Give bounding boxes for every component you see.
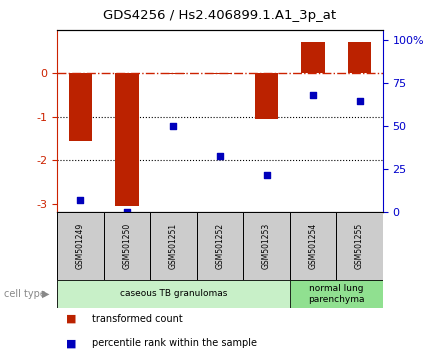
Text: transformed count: transformed count <box>92 314 183 324</box>
Bar <box>115 74 139 206</box>
Bar <box>104 212 150 280</box>
Text: GSM501255: GSM501255 <box>355 223 364 269</box>
Bar <box>255 74 278 119</box>
Bar <box>290 280 383 308</box>
Text: ■: ■ <box>66 314 77 324</box>
Bar <box>243 212 290 280</box>
Bar <box>197 212 243 280</box>
Point <box>170 124 177 129</box>
Bar <box>336 212 383 280</box>
Text: GSM501252: GSM501252 <box>216 223 224 269</box>
Text: GSM501250: GSM501250 <box>122 223 132 269</box>
Point <box>356 98 363 103</box>
Text: cell type: cell type <box>4 289 46 299</box>
Text: GSM501249: GSM501249 <box>76 223 85 269</box>
Text: GSM501253: GSM501253 <box>262 223 271 269</box>
Bar <box>57 212 104 280</box>
Text: caseous TB granulomas: caseous TB granulomas <box>120 289 227 298</box>
Bar <box>57 280 290 308</box>
Text: GSM501254: GSM501254 <box>308 223 318 269</box>
Text: GSM501251: GSM501251 <box>169 223 178 269</box>
Bar <box>290 212 336 280</box>
Bar <box>348 42 371 74</box>
Point <box>216 153 224 159</box>
Point <box>124 210 131 215</box>
Point <box>309 93 316 98</box>
Bar <box>150 212 197 280</box>
Text: normal lung
parenchyma: normal lung parenchyma <box>308 284 364 303</box>
Bar <box>69 74 92 141</box>
Bar <box>301 42 325 74</box>
Text: percentile rank within the sample: percentile rank within the sample <box>92 338 257 348</box>
Point <box>77 198 84 203</box>
Text: GDS4256 / Hs2.406899.1.A1_3p_at: GDS4256 / Hs2.406899.1.A1_3p_at <box>103 9 337 22</box>
Text: ▶: ▶ <box>42 289 49 299</box>
Text: ■: ■ <box>66 338 77 348</box>
Point <box>263 172 270 177</box>
